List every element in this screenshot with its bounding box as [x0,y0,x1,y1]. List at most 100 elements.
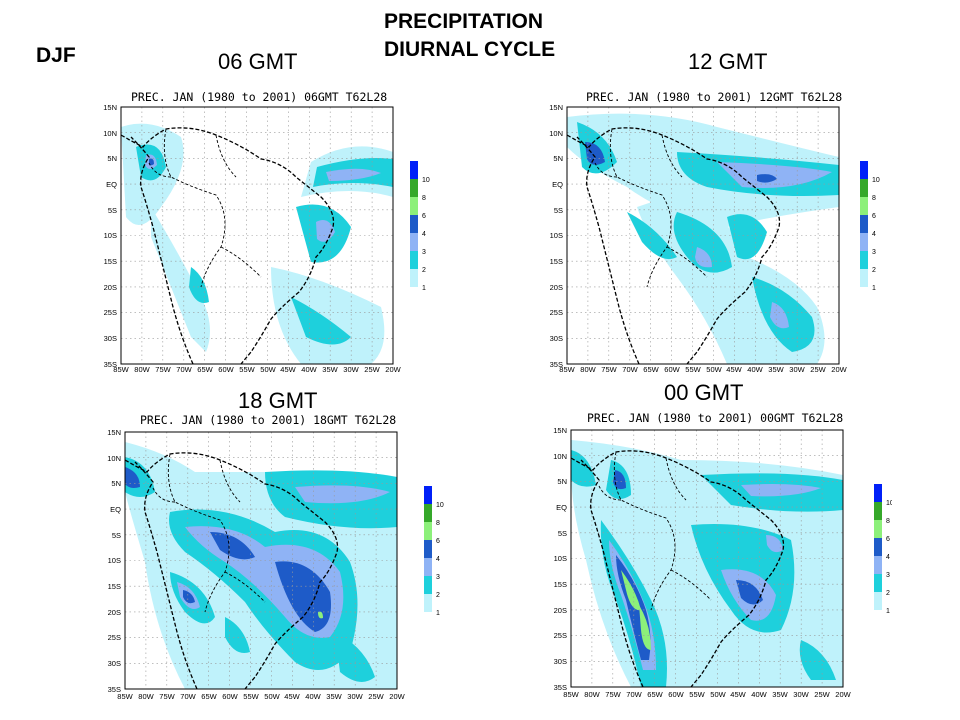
lon-label: 50W [710,690,726,699]
lon-label: 45W [730,690,746,699]
map-svg-18: 15N 10N 5N EQ 5S 10S 15S 20S 25S 30S 35S… [107,428,444,701]
lon-label: 35W [772,690,788,699]
lat-label: 10N [107,454,121,463]
season-label: DJF [36,44,76,67]
lat-label: 5N [557,477,567,486]
lon-label: 55W [689,690,705,699]
color-legend: 10 8 6 4 3 2 1 [410,161,430,292]
lon-label: 30W [793,690,809,699]
lat-label: 20S [104,283,117,292]
main-title-line1: PRECIPITATION [384,10,544,33]
lat-label: 5S [112,531,121,540]
lat-label: 30S [108,659,121,668]
legend-label: 3 [422,249,426,256]
lon-label: 85W [563,690,579,699]
lon-label: 75W [155,365,171,373]
lon-label: 55W [243,692,259,701]
color-legend: 10 8 6 4 3 2 1 [424,486,444,617]
legend-label: 3 [436,574,440,581]
precip-contours [567,113,839,364]
lat-label: 25S [550,308,563,317]
panel-title-00: PREC. JAN (1980 to 2001) 00GMT T62L28 [587,411,844,425]
legend-label: 1 [872,285,876,292]
lon-label: 70W [180,692,196,701]
lat-label: 30S [554,657,567,666]
lon-label: 80W [580,365,596,373]
lon-label: 60W [222,692,238,701]
legend-label: 1 [436,610,440,617]
lat-tick-labels: 15N 10N 5N EQ 5S 10S 15S 20S 25S 30S 35S [553,426,567,692]
lon-label: 25W [368,692,384,701]
legend-label: 1 [886,608,890,615]
lon-label: 70W [176,365,192,373]
lon-label: 25W [814,690,830,699]
lat-tick-labels: 15N 10N 5N EQ 5S 10S 15S 20S 25S 30S 35S [103,103,117,369]
coastline [570,450,785,688]
lat-label: 10N [103,129,117,138]
lat-label: 5S [558,529,567,538]
graticule [121,107,393,364]
legend-label: 6 [886,536,890,543]
lon-label: 85W [117,692,133,701]
lat-label: 15N [549,103,563,112]
lat-label: 25S [108,633,121,642]
lon-label: 50W [260,365,276,373]
lon-label: 40W [305,692,321,701]
lon-label: 35W [326,692,342,701]
lat-tick-labels: 15N 10N 5N EQ 5S 10S 15S 20S 25S 30S 35S [107,428,121,694]
time-label-12: 12 GMT [688,49,768,74]
lat-label: 10S [104,231,117,240]
lat-label: 10S [550,231,563,240]
lat-label: EQ [106,180,117,189]
lon-tick-labels: 85W 80W 75W 70W 65W 60W 55W 50W 45W 40W … [113,365,401,374]
borders [594,128,708,288]
lon-label: 55W [239,365,255,373]
lat-label: 15S [554,580,567,589]
lat-label: EQ [110,505,121,514]
lon-label: 60W [664,365,680,373]
lon-label: 25W [364,365,380,373]
lat-label: 15S [104,257,117,266]
legend-label: 8 [422,195,426,202]
map-panel-06: 15N 10N 5N EQ 5S 10S 15S 20S 25S 30S 35S… [92,103,442,378]
panel-title-18: PREC. JAN (1980 to 2001) 18GMT T62L28 [140,413,397,427]
panel-title-06: PREC. JAN (1980 to 2001) 06GMT T62L28 [131,90,388,104]
lon-tick-labels: 85W 80W 75W 70W 65W 60W 55W 50W 45W 40W … [563,690,851,699]
legend-label: 2 [872,267,876,274]
lon-label: 75W [159,692,175,701]
legend-label: 10 [886,500,892,507]
legend-label: 6 [872,213,876,220]
map-svg-12: 15N 10N 5N EQ 5S 10S 15S 20S 25S 30S 35S… [549,103,880,374]
lon-label: 70W [626,690,642,699]
lat-label: 15S [550,257,563,266]
legend-label: 2 [886,590,890,597]
borders [598,451,712,611]
lon-label: 65W [201,692,217,701]
lon-label: 45W [280,365,296,373]
precip-contours [571,440,843,687]
legend-label: 1 [422,285,426,292]
legend-label: 4 [436,556,440,563]
lat-label: 25S [104,308,117,317]
lat-label: EQ [552,180,563,189]
legend-label: 8 [436,520,440,527]
borders [152,453,266,613]
time-label-06: 06 GMT [218,49,298,74]
lat-label: 10S [108,556,121,565]
lon-label: 35W [322,365,338,373]
lon-label: 25W [810,365,826,373]
lat-label: 15S [108,582,121,591]
legend-label: 6 [436,538,440,545]
lon-label: 80W [138,692,154,701]
lon-label: 85W [113,365,129,373]
lon-label: 80W [584,690,600,699]
legend-label: 10 [422,177,430,184]
legend-label: 4 [422,231,426,238]
time-label-00: 00 GMT [664,380,744,405]
color-legend: 10 8 6 4 3 2 1 [860,161,880,292]
lon-label: 20W [835,690,851,699]
lon-label: 20W [389,692,405,701]
lat-label: 20S [108,608,121,617]
lat-label: 20S [550,283,563,292]
coastline [566,127,781,365]
